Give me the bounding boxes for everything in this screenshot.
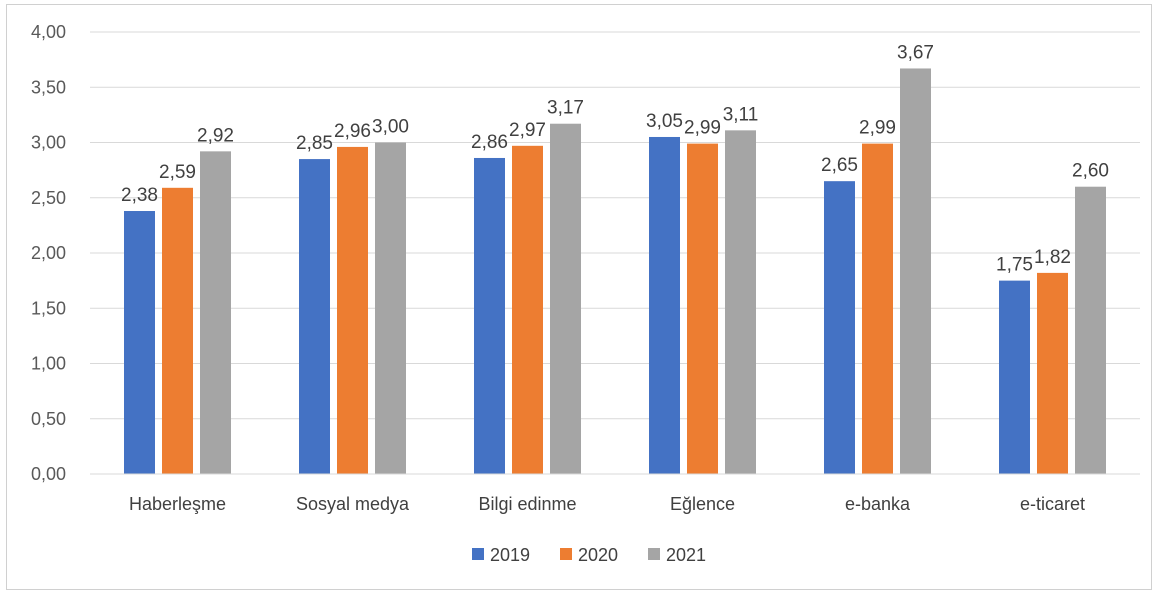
y-axis: 0,00 0,50 1,00 1,50 2,00 2,50 3,00 3,50 4,00: [31, 22, 66, 484]
bar-2020: [512, 145, 543, 474]
data-label: 2,85: [296, 133, 333, 154]
data-label: 2,97: [509, 120, 546, 141]
bar-2019: [824, 181, 855, 475]
data-label: 2,65: [821, 155, 858, 176]
legend-label: 2020: [578, 545, 618, 565]
data-label: 2,99: [684, 118, 721, 139]
bar-2020: [1037, 272, 1068, 474]
bar-2021: [900, 68, 931, 474]
data-label: 3,11: [723, 104, 759, 125]
data-label: 3,17: [547, 98, 584, 119]
bar-2021: [725, 130, 756, 474]
x-category-label: e-ticaret: [1020, 494, 1085, 514]
data-label: 1,75: [996, 255, 1033, 276]
y-tick-label: 3,50: [31, 77, 66, 97]
x-category-label: Sosyal medya: [296, 494, 410, 514]
data-label: 2,60: [1072, 161, 1109, 182]
bar-2021: [375, 142, 406, 474]
legend-swatch-2019: [472, 548, 484, 560]
data-label: 2,92: [197, 125, 234, 146]
legend: 2019 2020 2021: [472, 545, 706, 565]
bar-2020: [162, 187, 193, 474]
data-label: 3,00: [372, 117, 409, 138]
data-label: 3,67: [897, 42, 934, 63]
x-category-label: e-banka: [845, 494, 911, 514]
bar-2020: [337, 146, 368, 475]
data-labels: 2,382,592,92 2,852,96 3,00 2,862,973,17 3,05…: [121, 42, 1109, 275]
y-tick-label: 4,00: [31, 22, 66, 42]
y-tick-label: 2,00: [31, 243, 66, 263]
bars: [124, 68, 1106, 475]
x-axis: Haberleşme Sosyal medya Bilgi edinme Eğlenc…: [90, 473, 1140, 514]
x-category-label: Bilgi edinme: [478, 494, 576, 514]
data-label: 2,96: [334, 121, 371, 142]
bar-2019: [649, 136, 680, 474]
data-label: 1,82: [1034, 247, 1071, 268]
bar-2019: [124, 211, 155, 474]
x-category-label: Eğlence: [670, 494, 735, 514]
bar-2020: [687, 143, 718, 475]
y-tick-label: 0,00: [31, 464, 66, 484]
bar-2020: [862, 143, 893, 475]
data-label: 2,86: [471, 132, 508, 153]
legend-label: 2019: [490, 545, 530, 565]
y-tick-label: 1,00: [31, 354, 66, 374]
y-tick-label: 1,50: [31, 298, 66, 318]
y-tick-label: 0,50: [31, 409, 66, 429]
data-label: 2,99: [859, 118, 896, 139]
gridlines: [90, 31, 1140, 475]
bar-2019: [999, 280, 1030, 474]
legend-label: 2021: [666, 545, 706, 565]
legend-swatch-2020: [560, 548, 572, 560]
data-label: 2,59: [159, 162, 196, 183]
x-category-label: Haberleşme: [129, 494, 226, 514]
data-label: 2,38: [121, 185, 158, 206]
y-tick-label: 3,00: [31, 133, 66, 153]
bar-2021: [550, 123, 581, 474]
bar-2019: [299, 159, 330, 474]
y-tick-label: 2,50: [31, 188, 66, 208]
legend-swatch-2021: [648, 548, 660, 560]
bar-2021: [200, 151, 231, 474]
data-label: 3,05: [646, 111, 683, 132]
bar-2019: [474, 157, 505, 474]
bar-2021: [1075, 186, 1106, 474]
